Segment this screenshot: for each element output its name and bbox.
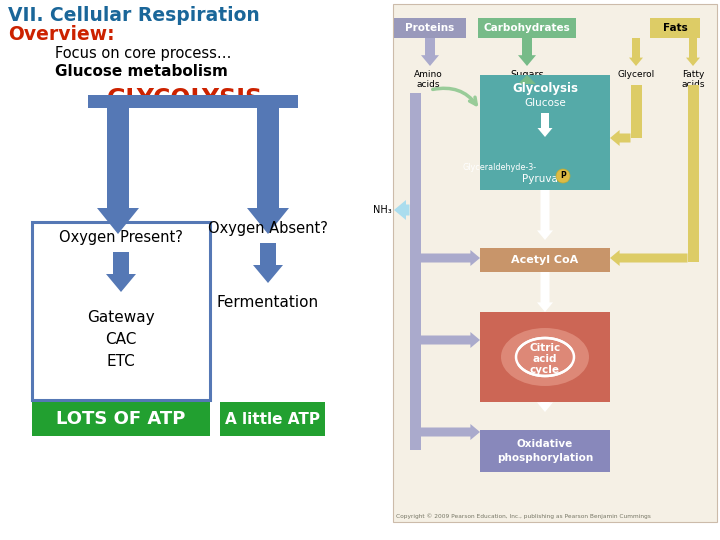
Text: Glucose: Glucose (524, 98, 566, 108)
Text: Pyruvate: Pyruvate (522, 174, 568, 184)
Bar (478, 18, 576, 38)
Text: phosphorylation: phosphorylation (497, 453, 593, 463)
Text: acid: acid (533, 354, 557, 364)
Text: Glycerol: Glycerol (617, 70, 654, 79)
Bar (107, 108, 129, 208)
Bar (650, 18, 700, 38)
Polygon shape (97, 208, 139, 234)
Text: LOTS OF ATP: LOTS OF ATP (56, 410, 186, 428)
Text: Carbohydrates: Carbohydrates (484, 23, 570, 33)
Bar (88, 95, 298, 108)
Text: Copyright © 2009 Pearson Education, Inc., publishing as Pearson Benjamin Cumming: Copyright © 2009 Pearson Education, Inc.… (396, 514, 651, 519)
Polygon shape (518, 38, 536, 66)
Text: NH₃: NH₃ (373, 205, 392, 215)
Text: Overview:: Overview: (8, 25, 114, 44)
Polygon shape (629, 38, 643, 66)
Bar (688, 85, 698, 262)
Polygon shape (253, 243, 283, 283)
Text: Citric: Citric (529, 343, 561, 353)
Polygon shape (537, 272, 553, 312)
Text: cycle: cycle (530, 365, 560, 375)
Circle shape (556, 169, 570, 183)
Text: Fats: Fats (662, 23, 688, 33)
Bar (631, 85, 642, 138)
Text: Fatty
acids: Fatty acids (681, 70, 705, 90)
Bar (480, 248, 610, 272)
Text: Oxidative: Oxidative (517, 439, 573, 449)
Polygon shape (686, 38, 700, 66)
Text: VII. Cellular Respiration: VII. Cellular Respiration (8, 6, 260, 25)
Polygon shape (394, 200, 410, 220)
Text: Oxygen Absent?: Oxygen Absent? (208, 221, 328, 236)
Text: Acetyl CoA: Acetyl CoA (511, 255, 579, 265)
Polygon shape (247, 208, 289, 234)
Bar (257, 108, 279, 208)
Bar (220, 402, 325, 436)
Text: Amino
acids: Amino acids (413, 70, 442, 90)
FancyArrowPatch shape (433, 88, 476, 105)
Text: ETC: ETC (107, 354, 135, 369)
Bar (394, 18, 466, 38)
Text: CAC: CAC (105, 332, 137, 347)
Polygon shape (420, 250, 480, 266)
Text: P: P (560, 172, 566, 180)
Bar (480, 312, 610, 402)
Ellipse shape (501, 328, 589, 386)
Polygon shape (106, 252, 136, 292)
Text: Gateway: Gateway (87, 310, 155, 325)
Polygon shape (537, 402, 553, 412)
Bar (410, 93, 420, 450)
Bar (480, 75, 610, 190)
Text: Glycolysis: Glycolysis (512, 82, 578, 95)
Polygon shape (420, 424, 480, 440)
Text: Focus on core process…: Focus on core process… (55, 46, 231, 61)
Bar (393, 4, 717, 522)
Bar (32, 402, 210, 436)
Polygon shape (420, 332, 480, 348)
Polygon shape (610, 250, 688, 266)
Polygon shape (421, 38, 439, 66)
Text: Proteins: Proteins (405, 23, 454, 33)
Text: Fermentation: Fermentation (217, 295, 319, 310)
Text: Oxygen Present?: Oxygen Present? (59, 230, 183, 245)
Text: Glyceraldehyde-3-: Glyceraldehyde-3- (463, 163, 537, 172)
Bar (32, 222, 210, 400)
Polygon shape (537, 190, 553, 240)
Bar (480, 430, 610, 472)
Text: Glucose metabolism: Glucose metabolism (55, 64, 228, 79)
Polygon shape (518, 75, 536, 84)
Polygon shape (538, 113, 552, 137)
Text: GLYCOLYSIS: GLYCOLYSIS (107, 87, 263, 111)
Text: A little ATP: A little ATP (225, 411, 320, 427)
Text: Sugars: Sugars (510, 70, 544, 80)
Polygon shape (610, 130, 631, 146)
